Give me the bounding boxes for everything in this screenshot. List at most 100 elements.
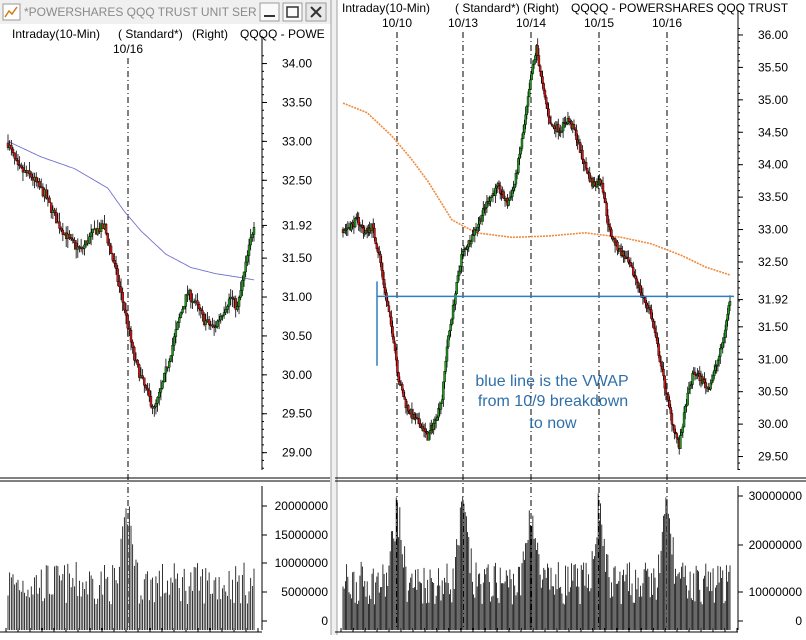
candle-body <box>148 389 151 397</box>
candle-body <box>663 375 666 389</box>
candle-body <box>632 267 635 276</box>
candle-body <box>576 139 579 143</box>
candle-body <box>457 270 461 276</box>
candle-body <box>357 217 360 226</box>
candle-body <box>372 223 375 229</box>
candle-body <box>440 399 444 404</box>
candle-body <box>234 298 237 310</box>
candle-body <box>529 79 532 90</box>
candle-body <box>629 262 633 267</box>
candle-body <box>18 164 21 167</box>
candle-body <box>644 297 647 304</box>
candle-body <box>659 361 663 367</box>
candle-body <box>109 245 113 254</box>
candle-body <box>717 356 721 361</box>
candle-body <box>511 190 514 197</box>
candle-body <box>640 292 643 296</box>
y-tick-label: 34.00 <box>758 158 788 172</box>
chart-header-label: Intraday(10-Min) <box>12 27 100 41</box>
candle-body <box>10 144 13 150</box>
minimize-button[interactable] <box>259 2 280 22</box>
candle-body <box>688 385 692 390</box>
candle-body <box>502 191 506 199</box>
candle-body <box>532 59 536 65</box>
candle-body <box>523 124 526 133</box>
candle-body <box>513 183 516 189</box>
candle-body <box>627 257 630 263</box>
chart-header-label: (Right) <box>192 27 228 41</box>
candle-body <box>121 292 124 303</box>
candle-body <box>13 152 16 159</box>
candle-body <box>546 103 549 110</box>
candle-body <box>519 148 522 155</box>
candle-body <box>512 187 515 191</box>
candle-body <box>676 437 680 440</box>
candle-body <box>553 125 556 129</box>
candle-body <box>609 226 612 230</box>
candle-body <box>174 329 178 337</box>
y-tick-label: 31.00 <box>282 290 312 304</box>
candle-body <box>199 308 203 311</box>
close-button[interactable] <box>305 2 327 22</box>
candle-body <box>531 64 535 74</box>
maximize-button[interactable] <box>282 2 303 22</box>
candle-body <box>392 336 395 344</box>
candle-body <box>711 375 715 381</box>
candle-body <box>28 170 31 175</box>
candle-body <box>388 311 392 318</box>
candle-body <box>605 202 608 217</box>
volume-tick-label: 5000000 <box>281 585 328 599</box>
chart-app-icon <box>4 6 18 18</box>
candle-body <box>454 293 457 305</box>
candle-body <box>461 251 464 255</box>
candle-body <box>403 396 406 400</box>
candle-body <box>520 138 524 149</box>
y-tick-label: 35.00 <box>758 93 788 107</box>
candle-body <box>126 314 129 329</box>
candle-body <box>50 202 53 213</box>
date-label: 10/14 <box>516 16 546 30</box>
candle-body <box>439 402 443 410</box>
candle-body <box>652 321 656 329</box>
volume-tick-label: 20000000 <box>749 538 803 552</box>
candle-body <box>149 396 153 407</box>
candle-body <box>384 287 387 293</box>
window-title: *POWERSHARES QQQ TRUST UNIT SER <box>24 5 257 19</box>
candle-body <box>682 412 686 428</box>
candle-body <box>456 275 460 283</box>
candle-body <box>241 280 244 291</box>
candle-body <box>119 286 123 293</box>
candle-body <box>518 153 521 159</box>
candle-body <box>424 428 427 432</box>
candle-body <box>499 185 502 194</box>
candle-body <box>540 71 543 77</box>
candle-body <box>164 366 168 374</box>
volume-tick-label: 0 <box>321 614 328 628</box>
candle-body <box>622 251 625 257</box>
y-tick-label: 30.50 <box>282 329 312 343</box>
candle-body <box>681 426 685 433</box>
candle-body <box>541 76 544 84</box>
candle-body <box>686 392 689 406</box>
candle-body <box>196 300 199 305</box>
candle-body <box>584 162 588 169</box>
candle-body <box>709 382 712 390</box>
candle-body <box>480 215 484 222</box>
candle-body <box>657 343 660 356</box>
candle-body <box>428 429 432 434</box>
candle-body <box>381 270 385 280</box>
candle-body <box>667 394 670 401</box>
candle-body <box>146 387 149 391</box>
candle-body <box>687 388 691 394</box>
candle-body <box>534 55 537 61</box>
y-tick-label: 30.00 <box>282 368 312 382</box>
candle-body <box>113 260 116 264</box>
candle-body <box>710 380 714 384</box>
candle-body <box>528 88 531 97</box>
candle-body <box>645 302 648 306</box>
candle-body <box>396 359 399 373</box>
candle-body <box>129 329 133 343</box>
candle-body <box>131 341 134 348</box>
candle-body <box>393 342 397 351</box>
candle-body <box>59 228 63 231</box>
